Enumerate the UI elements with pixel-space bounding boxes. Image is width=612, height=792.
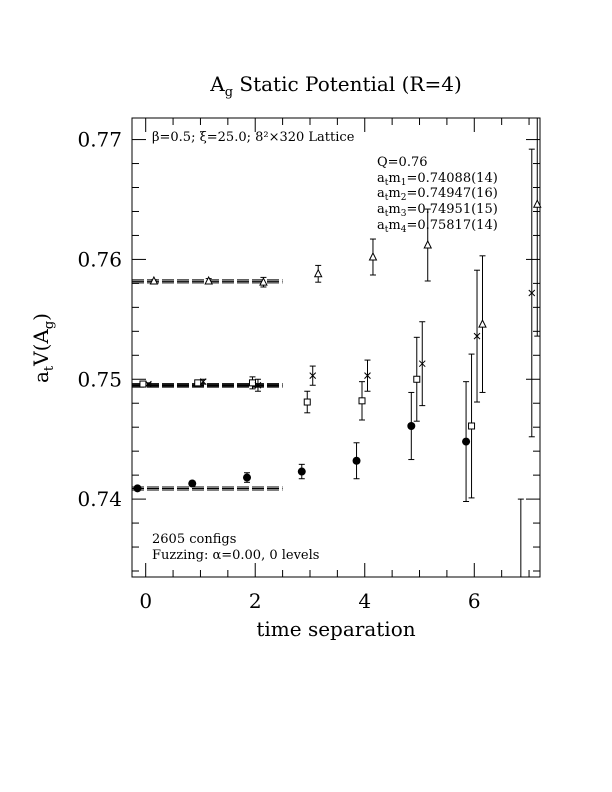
data-point-open-triangle [368,238,378,276]
data-point-open-triangle [204,275,213,285]
data-point-filled-circle [297,463,306,480]
x-tick-label: 2 [249,589,262,613]
y-axis-label: atV(Ag) [29,313,57,383]
data-point-open-square [194,379,202,387]
data-point-filled-circle [133,484,142,493]
fit-line-m2: atm2=0.74947(16) [377,186,498,203]
y-tick-label: 0.74 [77,487,122,511]
fit-line-m1: atm1=0.74088(14) [377,171,498,188]
data-point-cross [473,269,481,403]
x-tick-label: 0 [139,589,152,613]
data-point-cross [145,380,152,388]
data-point-filled-circle [517,498,524,577]
data-point-cross [364,359,371,392]
points-layer [133,118,542,577]
fit-results: Q=0.76 atm1=0.74088(14) atm2=0.74947(16)… [377,155,498,235]
data-point-cross [528,148,536,438]
y-tick-label: 0.76 [77,247,122,271]
data-point-open-triangle [313,264,323,283]
data-point-filled-circle [462,381,471,502]
data-point-open-triangle [532,118,542,337]
data-point-filled-circle [407,391,416,461]
configs-note: 2605 configs [152,532,236,547]
data-point-open-square [358,381,366,421]
data-point-open-triangle [423,208,433,282]
x-tick-label: 6 [468,589,481,613]
fit-lines-layer [132,279,283,491]
chart-title: Ag Static Potential (R=4) [209,72,462,100]
fit-q-label: Q=0.76 [377,155,428,170]
chart-subtitle: β=0.5; ξ=25.0; 8²×320 Lattice [152,130,355,145]
data-point-filled-circle [243,472,252,483]
y-tick-label: 0.75 [77,367,122,391]
fit-line-m3: atm3=0.74951(15) [377,202,498,219]
title-sub: g [225,85,233,100]
fit-line-m4: atm4=0.75817(14) [377,218,498,235]
data-point-open-triangle [478,255,487,393]
plot-frame [131,117,541,578]
data-point-open-square [468,353,476,499]
data-point-cross [254,378,262,392]
data-point-filled-circle [188,479,197,488]
data-point-open-square [303,390,311,414]
data-point-open-square [139,380,147,388]
data-point-open-triangle [149,275,159,285]
data-point-cross [309,365,317,386]
ticks-layer: 0 2 4 6 0.74 0.75 0.76 0.77 [77,118,540,613]
data-point-open-square [413,336,421,422]
x-tick-label: 4 [358,589,371,613]
y-tick-label: 0.77 [77,128,122,152]
data-point-cross [418,321,426,407]
title-rest: Static Potential (R=4) [233,72,462,96]
data-point-filled-circle [352,442,361,480]
title-main: A [209,72,225,96]
fuzzing-note: Fuzzing: α=0.00, 0 levels [152,548,319,563]
data-point-cross [199,378,207,386]
data-point-open-triangle [259,276,268,288]
x-axis-label: time separation [256,617,415,641]
